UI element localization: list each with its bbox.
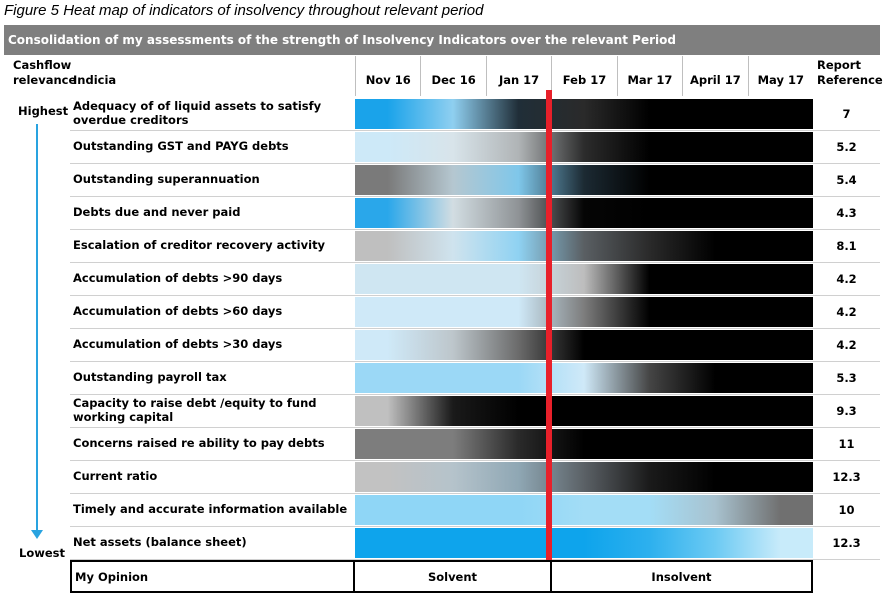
report-header-line1: Report — [817, 58, 861, 72]
figure-caption: Figure 5 Heat map of indicators of insol… — [4, 2, 484, 19]
row-divider — [70, 526, 880, 527]
report-reference: 5.3 — [836, 370, 857, 385]
report-reference: 5.2 — [836, 139, 857, 154]
relevance-arrow-line — [36, 124, 38, 532]
report-reference: 9.3 — [836, 403, 857, 418]
indicator-label: Outstanding GST and PAYG debts — [73, 138, 289, 153]
row-divider — [70, 130, 880, 131]
table-banner: Consolidation of my assessments of the s… — [4, 25, 880, 55]
heatmap-row-cell — [355, 198, 813, 228]
indicator-label: Accumulation of debts >60 days — [73, 303, 283, 318]
heatmap-row-cell — [355, 132, 813, 162]
report-reference: 4.3 — [836, 205, 857, 220]
row-divider — [70, 262, 880, 263]
heatmap-row-cell — [355, 429, 813, 459]
heatmap-row-cell — [355, 297, 813, 327]
row-divider — [70, 394, 880, 395]
indicator-label: Timely and accurate information availabl… — [73, 501, 348, 516]
indicia-header: Indicia — [73, 73, 117, 87]
heatmap-row-cell — [355, 495, 813, 525]
indicator-label: Adequacy of of liquid assets to satisfy … — [73, 98, 322, 127]
heatmap-row-cell — [355, 99, 813, 129]
month-header: Feb 17 — [551, 56, 616, 96]
row-divider — [70, 559, 880, 560]
report-reference: 11 — [838, 436, 855, 451]
month-header: Nov 16 — [355, 56, 420, 96]
report-reference: 12.3 — [832, 469, 861, 484]
heatmap-row-cell — [355, 363, 813, 393]
heatmap-row-cell — [355, 396, 813, 426]
row-divider — [70, 163, 880, 164]
indicator-label: Capacity to raise debt /equity to fund w… — [73, 395, 317, 424]
row-divider — [70, 229, 880, 230]
heatmap-row-cell — [355, 528, 813, 558]
month-header: Mar 17 — [616, 56, 682, 96]
opinion-insolvent: Insolvent — [552, 560, 813, 593]
report-reference: 4.2 — [836, 271, 857, 286]
row-divider — [70, 196, 880, 197]
row-divider — [70, 427, 880, 428]
row-divider — [70, 460, 880, 461]
heatmap-row-cell — [355, 231, 813, 261]
indicator-label: Accumulation of debts >30 days — [73, 336, 283, 351]
report-reference: 8.1 — [836, 238, 857, 253]
report-header-line2: Reference — [817, 73, 883, 87]
report-reference: 12.3 — [832, 535, 861, 550]
report-reference: 4.2 — [836, 337, 857, 352]
month-header: Dec 16 — [420, 56, 485, 96]
heatmap-row-cell — [355, 165, 813, 195]
row-divider — [70, 328, 880, 329]
indicator-label: Debts due and never paid — [73, 204, 241, 219]
heatmap-row-cell — [355, 462, 813, 492]
indicator-label: Concerns raised re ability to pay debts — [73, 435, 325, 450]
arrow-down-icon — [31, 530, 43, 539]
indicator-label: Accumulation of debts >90 days — [73, 270, 283, 285]
indicator-label: Outstanding superannuation — [73, 171, 260, 186]
lowest-label: Lowest — [19, 546, 65, 560]
report-reference: 5.4 — [836, 172, 857, 187]
highest-label: Highest — [18, 104, 69, 118]
heatmap-row-cell — [355, 264, 813, 294]
opinion-label: My Opinion — [70, 560, 355, 593]
month-header: Jan 17 — [485, 56, 551, 96]
report-reference: 7 — [842, 106, 851, 121]
report-reference: 4.2 — [836, 304, 857, 319]
solvency-divider-line — [546, 90, 552, 561]
row-divider — [70, 493, 880, 494]
month-header: April 17 — [682, 56, 747, 96]
indicator-label: Current ratio — [73, 468, 158, 483]
indicator-label: Net assets (balance sheet) — [73, 534, 247, 549]
opinion-solvent: Solvent — [355, 560, 552, 593]
indicator-label: Escalation of creditor recovery activity — [73, 237, 326, 252]
month-header: May 17 — [747, 56, 813, 96]
report-reference: 10 — [838, 502, 855, 517]
row-divider — [70, 295, 880, 296]
indicator-label: Outstanding payroll tax — [73, 369, 227, 384]
heatmap-row-cell — [355, 330, 813, 360]
cashflow-header-line2: relevance — [13, 73, 77, 87]
cashflow-header-line1: Cashflow — [13, 58, 72, 72]
row-divider — [70, 361, 880, 362]
